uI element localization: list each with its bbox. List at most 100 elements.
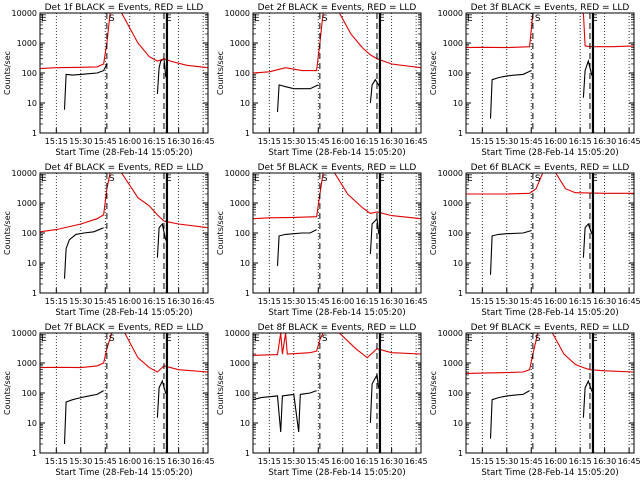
marker-label-e: E [166,14,172,24]
panel-corner-label: E [41,14,47,24]
x-tick-label: 16:15 [356,297,379,306]
series-line-lld [253,13,421,74]
y-tick-label: 10 [453,259,463,268]
x-tick-label: 16:45 [405,457,428,466]
series-line-events [276,217,381,266]
marker-label-s: S [109,14,115,24]
panel-corner-label: E [467,14,473,24]
y-tick-label: 1 [245,449,250,458]
y-tick-label: 100 [22,69,37,78]
y-tick-label: 100 [22,229,37,238]
x-tick-label: 16:00 [331,457,354,466]
x-axis-label: Start Time (28-Feb-14 15:05:20) [268,148,405,158]
x-tick-label: 15:30 [282,297,305,306]
series-line-lld [253,333,421,359]
y-tick-label: 10000 [12,9,37,18]
y-tick-label: 10 [27,419,37,428]
series-line-events [489,59,594,119]
panel-corner-label: E [41,334,47,344]
y-tick-label: 100 [235,229,250,238]
x-tick-label: 16:30 [380,137,403,146]
y-tick-label: 100 [448,229,463,238]
panel-title: Det 4f BLACK = Events, RED = LLD [45,163,204,173]
x-tick-label: 15:30 [69,137,92,146]
detector-panel-5: Det 5f BLACK = Events, RED = LLD 1 10 100 10… [216,163,428,318]
y-tick-label: 1 [245,129,250,138]
detector-panel-4: Det 4f BLACK = Events, RED = LLD 1 10 100 10… [3,163,215,318]
y-tick-label: 100 [235,69,250,78]
detector-panel-7: Det 7f BLACK = Events, RED = LLD 1 10 100 10… [3,323,215,478]
detector-panel-3: Det 3f BLACK = Events, RED = LLD 1 10 100 10… [429,3,640,158]
y-tick-label: 10 [27,99,37,108]
panel-title: Det 7f BLACK = Events, RED = LLD [45,323,204,333]
x-tick-label: 16:00 [118,457,141,466]
panel-title: Det 8f BLACK = Events, RED = LLD [258,323,417,333]
y-tick-label: 1000 [443,199,463,208]
x-tick-label: 16:45 [618,297,640,306]
series-line-events [489,222,594,275]
y-axis-label: Counts/sec [3,51,12,95]
y-axis-label: Counts/sec [429,211,438,255]
y-tick-label: 10000 [225,329,250,338]
marker-label-s: S [535,174,541,184]
x-tick-label: 15:15 [471,457,494,466]
x-axis-label: Start Time (28-Feb-14 15:05:20) [481,148,618,158]
x-tick-label: 15:45 [520,297,543,306]
x-tick-label: 16:15 [356,457,379,466]
series-line-events [489,379,594,439]
marker-label-e: E [592,14,598,24]
detector-panel-2: Det 2f BLACK = Events, RED = LLD 1 10 100 10… [216,3,428,158]
series-line-events [63,379,168,445]
y-axis-label: Counts/sec [216,371,225,415]
x-tick-label: 16:15 [569,137,592,146]
x-tick-label: 16:00 [118,137,141,146]
x-tick-label: 16:45 [618,457,640,466]
x-tick-label: 15:45 [307,297,330,306]
marker-label-s: S [109,334,115,344]
series-line-lld [466,173,634,195]
y-tick-label: 10000 [438,9,463,18]
panel-corner-label: E [254,334,260,344]
series-line-lld [466,333,634,374]
panel-title: Det 1f BLACK = Events, RED = LLD [45,3,204,13]
plot-frame [465,332,635,454]
marker-label-e: E [379,14,385,24]
x-axis-label: Start Time (28-Feb-14 15:05:20) [481,468,618,478]
marker-label-s: S [535,334,541,344]
x-tick-label: 15:15 [471,137,494,146]
panel-title: Det 9f BLACK = Events, RED = LLD [471,323,630,333]
plot-frame [39,332,209,454]
y-tick-label: 10 [240,419,250,428]
x-tick-label: 15:30 [282,137,305,146]
marker-label-e: E [166,334,172,344]
x-tick-label: 16:45 [405,137,428,146]
plot-frame [465,12,635,134]
x-tick-label: 15:15 [45,457,68,466]
y-tick-label: 10000 [12,169,37,178]
y-axis-label: Counts/sec [216,211,225,255]
y-axis-label: Counts/sec [3,211,12,255]
y-tick-label: 1 [245,289,250,298]
plot-frame [465,172,635,294]
series-line-events [63,222,168,279]
y-tick-label: 1000 [17,359,37,368]
x-tick-label: 16:30 [593,457,616,466]
x-tick-label: 16:30 [167,297,190,306]
y-tick-label: 1000 [443,39,463,48]
x-tick-label: 15:30 [495,297,518,306]
y-tick-label: 10 [27,259,37,268]
y-tick-label: 100 [235,389,250,398]
x-tick-label: 15:15 [258,297,281,306]
plot-frame [39,172,209,294]
x-tick-label: 16:00 [544,457,567,466]
panel-corner-label: E [467,334,473,344]
series-line-lld [40,13,208,70]
marker-label-e: E [166,174,172,184]
y-tick-label: 10 [240,259,250,268]
x-tick-label: 15:15 [45,297,68,306]
x-tick-label: 15:45 [94,297,117,306]
x-tick-label: 16:15 [143,137,166,146]
x-tick-label: 16:00 [331,137,354,146]
panel-title: Det 6f BLACK = Events, RED = LLD [471,163,630,173]
